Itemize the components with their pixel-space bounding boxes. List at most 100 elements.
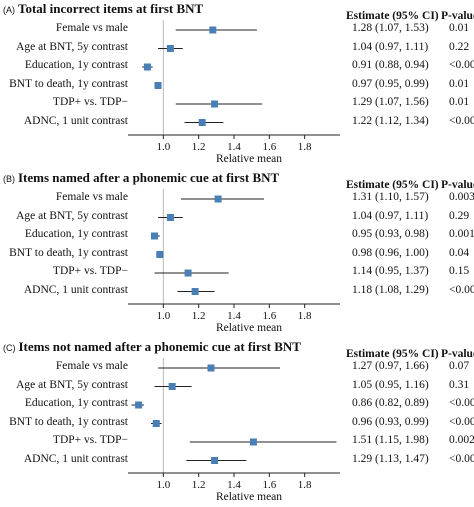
row-estimate-text: 0.86 (0.82, 0.89) xyxy=(352,397,429,409)
estimate-marker xyxy=(156,251,164,258)
row-p-value: 0.29 xyxy=(449,209,470,222)
forest-row: Education, 1y contrast 0.95 (0.93, 0.98) 0… xyxy=(0,228,474,246)
row-label: TDP+ vs. TDP− xyxy=(52,96,128,108)
row-estimate-text: 1.22 (1.12, 1.34) xyxy=(352,114,429,127)
row-p-value: 0.01 xyxy=(449,77,470,90)
p-value-header: P-value xyxy=(441,179,474,191)
panel-tag: (B) xyxy=(3,174,15,184)
forest-row: Age at BNT, 5y contrast 1.04 (0.97, 1.11)… xyxy=(0,41,474,59)
estimate-header: Estimate (95% CI) xyxy=(346,10,439,22)
row-estimate-text: 1.04 (0.97, 1.11) xyxy=(352,40,429,53)
panel-title-text: Items not named after a phonemic cue at … xyxy=(18,339,301,354)
forest-row: ADNC, 1 unit contrast 1.29 (1.13, 1.47) <0… xyxy=(0,453,474,471)
x-axis-label: Relative mean xyxy=(215,491,283,503)
row-label: Female vs male xyxy=(55,191,128,203)
estimate-marker xyxy=(207,364,215,372)
row-p-value: 0.003 xyxy=(449,191,474,203)
row-label: Age at BNT, 5y contrast xyxy=(16,209,128,222)
row-estimate-text: 0.96 (0.93, 0.99) xyxy=(352,415,429,428)
x-axis-label: Relative mean xyxy=(215,153,283,165)
panel-tag: (C) xyxy=(3,343,16,353)
row-label: Age at BNT, 5y contrast xyxy=(16,40,128,53)
row-estimate-text: 1.28 (1.07, 1.53) xyxy=(352,22,429,34)
p-value-header: P-value xyxy=(441,10,474,22)
forest-panel: (C) Items not named after a phonemic cue … xyxy=(0,338,474,507)
forest-row: TDP+ vs. TDP− 1.51 (1.15, 1.98) 0.002 xyxy=(0,434,474,452)
forest-row: Female vs male 1.31 (1.10, 1.57) 0.003 xyxy=(0,191,474,209)
x-tick-label: 1.4 xyxy=(227,479,241,491)
row-p-value: 0.15 xyxy=(449,265,470,277)
x-tick-label: 1.2 xyxy=(192,479,206,491)
forest-plot-area: 1.0 1.2 1.4 1.6 1.8 xyxy=(128,20,340,153)
row-p-value: 0.01 xyxy=(449,22,470,34)
estimate-marker xyxy=(152,420,160,427)
forest-row: Education, 1y contrast 0.86 (0.82, 0.89) <… xyxy=(0,397,474,415)
forest-row: Female vs male 1.28 (1.07, 1.53) 0.01 xyxy=(0,22,474,40)
row-estimate-text: 1.18 (1.08, 1.29) xyxy=(352,283,429,296)
row-p-value: <0.001 xyxy=(449,114,474,127)
row-p-value: 0.001 xyxy=(449,228,474,240)
x-tick-label: 1.0 xyxy=(156,310,170,322)
x-tick-label: 1.6 xyxy=(262,479,276,491)
estimate-marker xyxy=(209,26,217,34)
x-tick-label: 1.4 xyxy=(227,310,241,322)
row-p-value: <0.001 xyxy=(449,283,474,296)
panel-tag: (A) xyxy=(3,5,15,15)
row-label: Female vs male xyxy=(55,360,128,372)
x-tick-label: 1.8 xyxy=(298,310,312,322)
x-tick-label: 1.2 xyxy=(192,310,206,322)
row-estimate-text: 1.04 (0.97, 1.11) xyxy=(352,209,429,222)
forest-row: Age at BNT, 5y contrast 1.04 (0.97, 1.11)… xyxy=(0,210,474,228)
x-tick-label: 1.6 xyxy=(262,310,276,322)
forest-plot-area: 1.0 1.2 1.4 1.6 1.8 xyxy=(128,189,340,322)
forest-row: ADNC, 1 unit contrast 1.18 (1.08, 1.29) <0… xyxy=(0,284,474,302)
estimate-marker xyxy=(168,383,176,390)
row-estimate-text: 1.51 (1.15, 1.98) xyxy=(352,434,429,446)
row-label: ADNC, 1 unit contrast xyxy=(23,452,128,465)
row-label: BNT to death, 1y contrast xyxy=(9,77,128,90)
row-label: BNT to death, 1y contrast xyxy=(9,246,128,259)
forest-row: BNT to death, 1y contrast 0.98 (0.96, 1.0… xyxy=(0,247,474,265)
estimate-header: Estimate (95% CI) xyxy=(346,179,439,191)
forest-row: BNT to death, 1y contrast 0.96 (0.93, 0.9… xyxy=(0,416,474,434)
row-estimate-text: 1.14 (0.95, 1.37) xyxy=(352,265,429,277)
forest-row: TDP+ vs. TDP− 1.14 (0.95, 1.37) 0.15 xyxy=(0,265,474,283)
row-estimate-text: 1.31 (1.10, 1.57) xyxy=(352,191,429,203)
row-p-value: 0.22 xyxy=(449,40,470,53)
row-label: Education, 1y contrast xyxy=(24,59,128,71)
estimate-marker xyxy=(249,438,257,446)
panel-title: (C) Items not named after a phonemic cue … xyxy=(3,339,301,355)
row-label: Education, 1y contrast xyxy=(24,397,128,409)
row-estimate-text: 0.98 (0.96, 1.00) xyxy=(352,246,429,259)
x-tick-label: 1.6 xyxy=(262,141,276,153)
forest-row: ADNC, 1 unit contrast 1.22 (1.12, 1.34) <0… xyxy=(0,115,474,133)
forest-plot-area: 1.0 1.2 1.4 1.6 1.8 xyxy=(128,358,340,491)
forest-row: Education, 1y contrast 0.91 (0.88, 0.94) <… xyxy=(0,59,474,77)
row-estimate-text: 0.91 (0.88, 0.94) xyxy=(352,59,429,71)
panel-title: (B) Items named after a phonemic cue at f… xyxy=(3,170,279,186)
row-p-value: 0.002 xyxy=(449,434,474,446)
row-estimate-text: 0.97 (0.95, 0.99) xyxy=(352,77,429,90)
estimate-header: Estimate (95% CI) xyxy=(346,348,439,360)
forest-row: TDP+ vs. TDP− 1.29 (1.07, 1.56) 0.01 xyxy=(0,96,474,114)
estimate-marker xyxy=(143,63,151,71)
row-estimate-text: 1.29 (1.07, 1.56) xyxy=(352,96,429,108)
estimate-marker xyxy=(211,100,219,108)
row-p-value: 0.31 xyxy=(449,378,470,391)
forest-panel: (B) Items named after a phonemic cue at f… xyxy=(0,169,474,338)
estimate-marker xyxy=(151,232,158,240)
estimate-marker xyxy=(184,269,192,277)
row-estimate-text: 1.29 (1.13, 1.47) xyxy=(352,452,429,465)
row-p-value: 0.01 xyxy=(449,96,470,108)
row-p-value: 0.07 xyxy=(449,360,470,372)
row-label: Female vs male xyxy=(55,22,128,34)
x-tick-label: 1.0 xyxy=(156,141,170,153)
estimate-marker xyxy=(166,45,174,52)
row-label: BNT to death, 1y contrast xyxy=(9,415,128,428)
x-tick-label: 1.4 xyxy=(227,141,241,153)
x-tick-label: 1.8 xyxy=(298,141,312,153)
estimate-marker xyxy=(166,214,174,221)
forest-row: Age at BNT, 5y contrast 1.05 (0.95, 1.16)… xyxy=(0,379,474,397)
x-tick-label: 1.0 xyxy=(156,479,170,491)
row-label: Education, 1y contrast xyxy=(24,228,128,240)
